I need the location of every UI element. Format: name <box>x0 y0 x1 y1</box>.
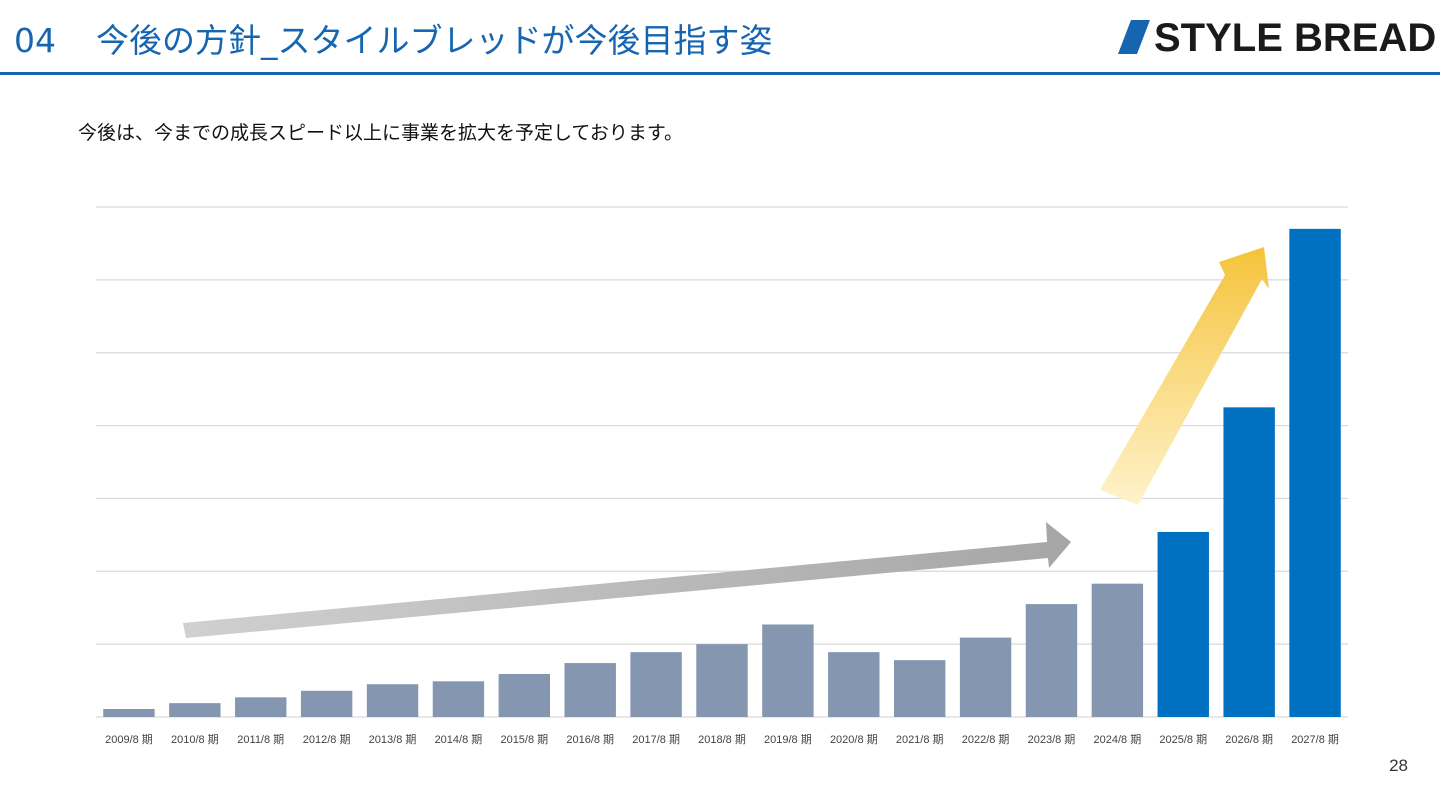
chart-grid <box>96 206 1348 718</box>
bar-12 <box>893 660 946 717</box>
bar-4 <box>366 684 419 717</box>
bar-16 <box>1157 531 1209 717</box>
bar-5 <box>432 681 485 717</box>
bar-14 <box>1025 604 1078 717</box>
bar-2 <box>235 697 287 717</box>
x-tick-label: 2010/8 期 <box>171 733 219 746</box>
x-tick-label: 2009/8 期 <box>105 733 153 746</box>
x-tick-label: 2024/8 期 <box>1094 733 1142 746</box>
bar-10 <box>762 624 814 717</box>
x-tick-label: 2014/8 期 <box>435 733 483 746</box>
bar-6 <box>498 674 551 717</box>
bar-0 <box>103 708 155 717</box>
yellow-growth-arrow <box>1100 247 1269 505</box>
bar-7 <box>564 663 616 717</box>
gray-growth-arrow <box>183 522 1071 638</box>
bar-13 <box>959 637 1012 717</box>
bar-15 <box>1091 583 1144 717</box>
bar-3 <box>300 690 353 717</box>
x-tick-label: 2019/8 期 <box>764 733 812 746</box>
x-tick-label: 2021/8 期 <box>896 733 944 746</box>
lead-text: 今後は、今までの成長スピード以上に事業を拡大を予定しております。 <box>78 122 683 144</box>
brand-logo: STYLE BREAD <box>1118 14 1436 60</box>
bar-8 <box>630 652 682 717</box>
page-title: 04 今後の方針_スタイルブレッドが今後目指す姿 <box>14 14 773 62</box>
x-tick-label: 2017/8 期 <box>632 733 680 746</box>
title-text: 今後の方針_スタイルブレッドが今後目指す姿 <box>96 21 773 60</box>
x-tick-label: 2013/8 期 <box>369 733 417 746</box>
x-tick-label: 2022/8 期 <box>962 733 1010 746</box>
slide-header: 04 今後の方針_スタイルブレッドが今後目指す姿 STYLE BREAD <box>0 0 1440 76</box>
page-number: 28 <box>1389 756 1408 775</box>
bar-11 <box>828 652 880 717</box>
bar-9 <box>696 644 748 717</box>
logo-text: STYLE BREAD <box>1154 16 1437 60</box>
bar-18 <box>1289 228 1341 717</box>
header-divider <box>0 72 1440 75</box>
bar-17 <box>1223 407 1275 717</box>
x-tick-label: 2015/8 期 <box>500 733 548 746</box>
x-tick-label: 2011/8 期 <box>237 733 284 746</box>
x-axis-labels: 2009/8 期 2010/8 期 2011/8 期 2012/8 期 2013/8 期… <box>105 733 1339 746</box>
logo-slash-icon <box>1118 20 1150 54</box>
chart-bars <box>103 228 1341 717</box>
chart-annotations <box>183 247 1269 638</box>
x-tick-label: 2020/8 期 <box>830 733 878 746</box>
x-tick-label: 2026/8 期 <box>1225 733 1273 746</box>
x-tick-label: 2025/8 期 <box>1159 733 1207 746</box>
x-tick-label: 2027/8 期 <box>1291 733 1339 746</box>
x-tick-label: 2016/8 期 <box>566 733 614 746</box>
x-tick-label: 2012/8 期 <box>303 733 351 746</box>
x-tick-label: 2018/8 期 <box>698 733 746 746</box>
section-number: 04 <box>14 21 56 60</box>
x-tick-label: 2023/8 期 <box>1028 733 1076 746</box>
revenue-bar-chart: 2009/8 期 2010/8 期 2011/8 期 2012/8 期 2013/8 期… <box>96 206 1348 746</box>
bar-1 <box>169 703 221 717</box>
